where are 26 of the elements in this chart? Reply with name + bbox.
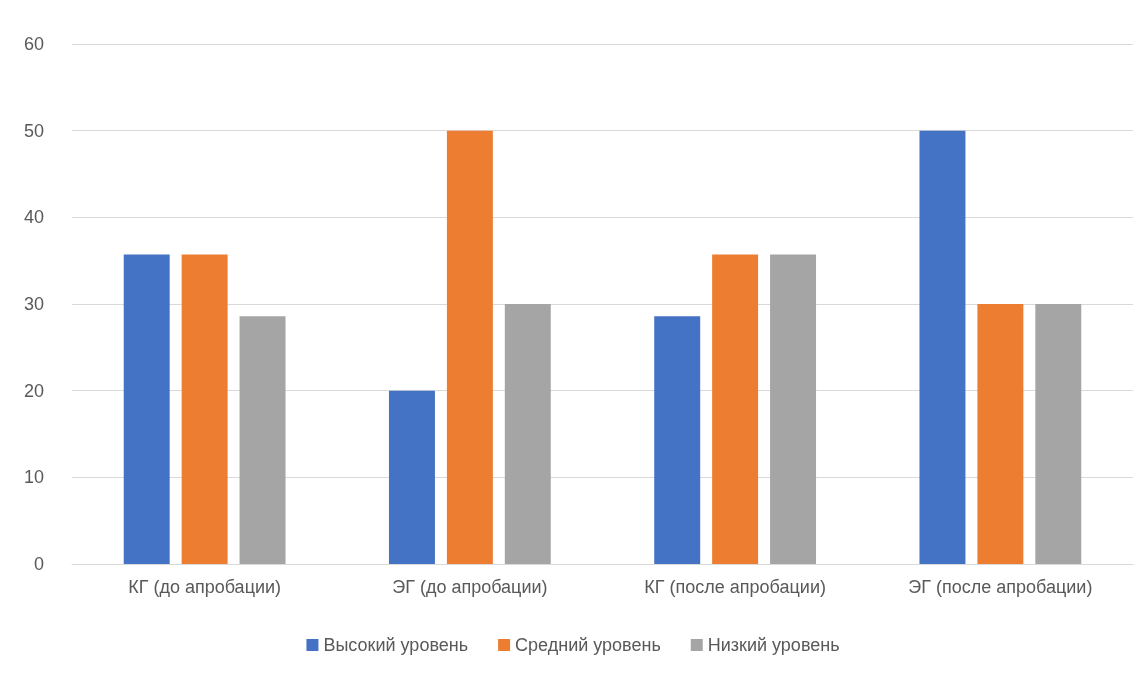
legend-label: Средний уровень [515,635,661,655]
bar [388,390,435,564]
x-tick-label: ЭГ (после апробации) [908,577,1093,597]
legend-label: Низкий уровень [707,635,840,655]
bar [770,254,817,564]
x-tick-label: КГ (до апробации) [128,577,282,597]
y-tick-label: 0 [33,554,44,574]
x-tick-label: ЭГ (до апробации) [392,577,548,597]
y-tick-label: 50 [23,120,44,141]
bar [123,254,170,564]
bar [1035,304,1082,564]
bar [712,254,759,564]
bar [654,316,701,564]
y-tick-label: 20 [23,380,44,401]
x-tick-label: КГ (после апробации) [644,577,826,597]
bar [977,304,1024,564]
bar [181,254,228,564]
y-tick-label: 10 [23,467,44,488]
legend-label: Высокий уровень [323,635,469,655]
bar [504,304,551,564]
bar [446,130,493,564]
y-tick-label: 40 [23,207,44,228]
y-tick-label: 30 [23,294,44,314]
bar [919,130,966,564]
y-tick-label: 60 [23,34,44,54]
bar [239,316,286,564]
